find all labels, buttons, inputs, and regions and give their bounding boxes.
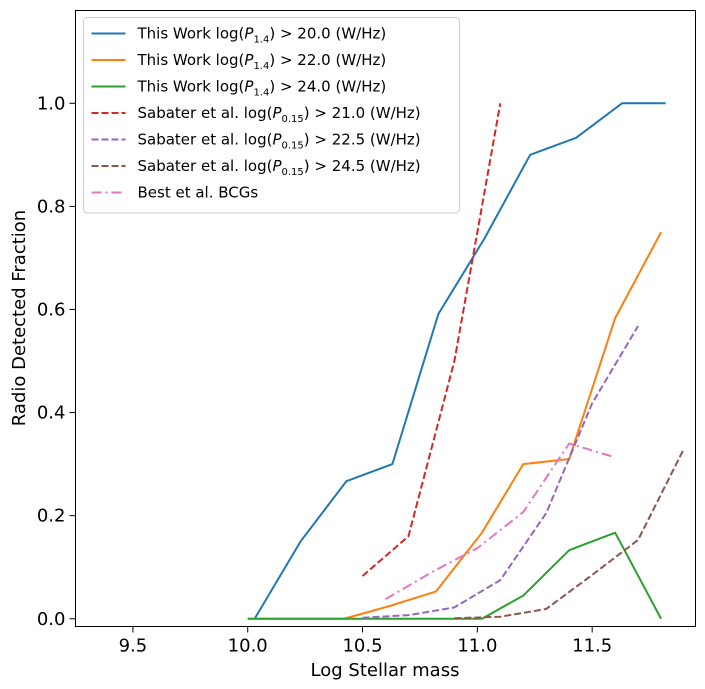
y-tick-label: 0.8 [37, 196, 66, 217]
legend-entry: Sabater et al. log(P0.15) > 24.5 (W/Hz) [91, 157, 421, 178]
legend-entry: Sabater et al. log(P0.15) > 21.0 (W/Hz) [91, 104, 421, 125]
x-tick-label: 11.0 [457, 636, 497, 657]
legend-label: Sabater et al. log(P0.15) > 22.5 (W/Hz) [138, 131, 421, 152]
x-tick-label: 11.5 [572, 636, 612, 657]
x-tick-label: 9.5 [119, 636, 148, 657]
legend-label: This Work log(P1.4) > 24.0 (W/Hz) [137, 78, 387, 99]
plot-frame [75, 10, 696, 627]
legend: This Work log(P1.4) > 20.0 (W/Hz) This Wo… [83, 17, 460, 214]
y-tick-label: 0.6 [37, 299, 66, 320]
legend-label: Sabater et al. log(P0.15) > 24.5 (W/Hz) [138, 157, 421, 178]
x-tick-label: 10.0 [228, 636, 268, 657]
series-line-3 [247, 531, 662, 620]
series-line-4 [361, 103, 502, 577]
legend-label: This Work log(P1.4) > 20.0 (W/Hz) [137, 25, 387, 46]
series-layer [247, 102, 685, 620]
series-line-7 [384, 442, 616, 601]
y-axis-ticks: 0.0 0.2 0.4 0.6 0.8 1.0 [37, 93, 76, 630]
x-tick-label: 10.5 [342, 636, 382, 657]
legend-entry: This Work log(P1.4) > 22.0 (W/Hz) [91, 51, 387, 72]
y-axis-label: Radio Detected Fraction [9, 210, 30, 426]
legend-label: Best et al. BCGs [138, 184, 259, 202]
series-line-2 [247, 231, 662, 620]
series-line-6 [454, 448, 685, 620]
y-tick-label: 0.0 [37, 609, 66, 630]
series-line-1 [253, 102, 666, 620]
y-tick-label: 0.2 [37, 506, 66, 527]
legend-entry: This Work log(P1.4) > 20.0 (W/Hz) [91, 25, 387, 46]
x-axis-ticks: 9.5 10.0 10.5 11.0 11.5 [119, 626, 612, 657]
legend-entry: This Work log(P1.4) > 24.0 (W/Hz) [91, 78, 387, 99]
legend-label: Sabater et al. log(P0.15) > 21.0 (W/Hz) [138, 104, 421, 125]
y-tick-label: 0.4 [37, 403, 66, 424]
legend-entry: Sabater et al. log(P0.15) > 22.5 (W/Hz) [91, 131, 421, 152]
y-tick-label: 1.0 [37, 93, 66, 114]
legend-entry: Best et al. BCGs [91, 184, 259, 202]
legend-box [83, 17, 460, 214]
x-axis-label: Log Stellar mass [311, 660, 460, 681]
series-line-5 [362, 325, 639, 619]
legend-label: This Work log(P1.4) > 22.0 (W/Hz) [137, 51, 387, 72]
